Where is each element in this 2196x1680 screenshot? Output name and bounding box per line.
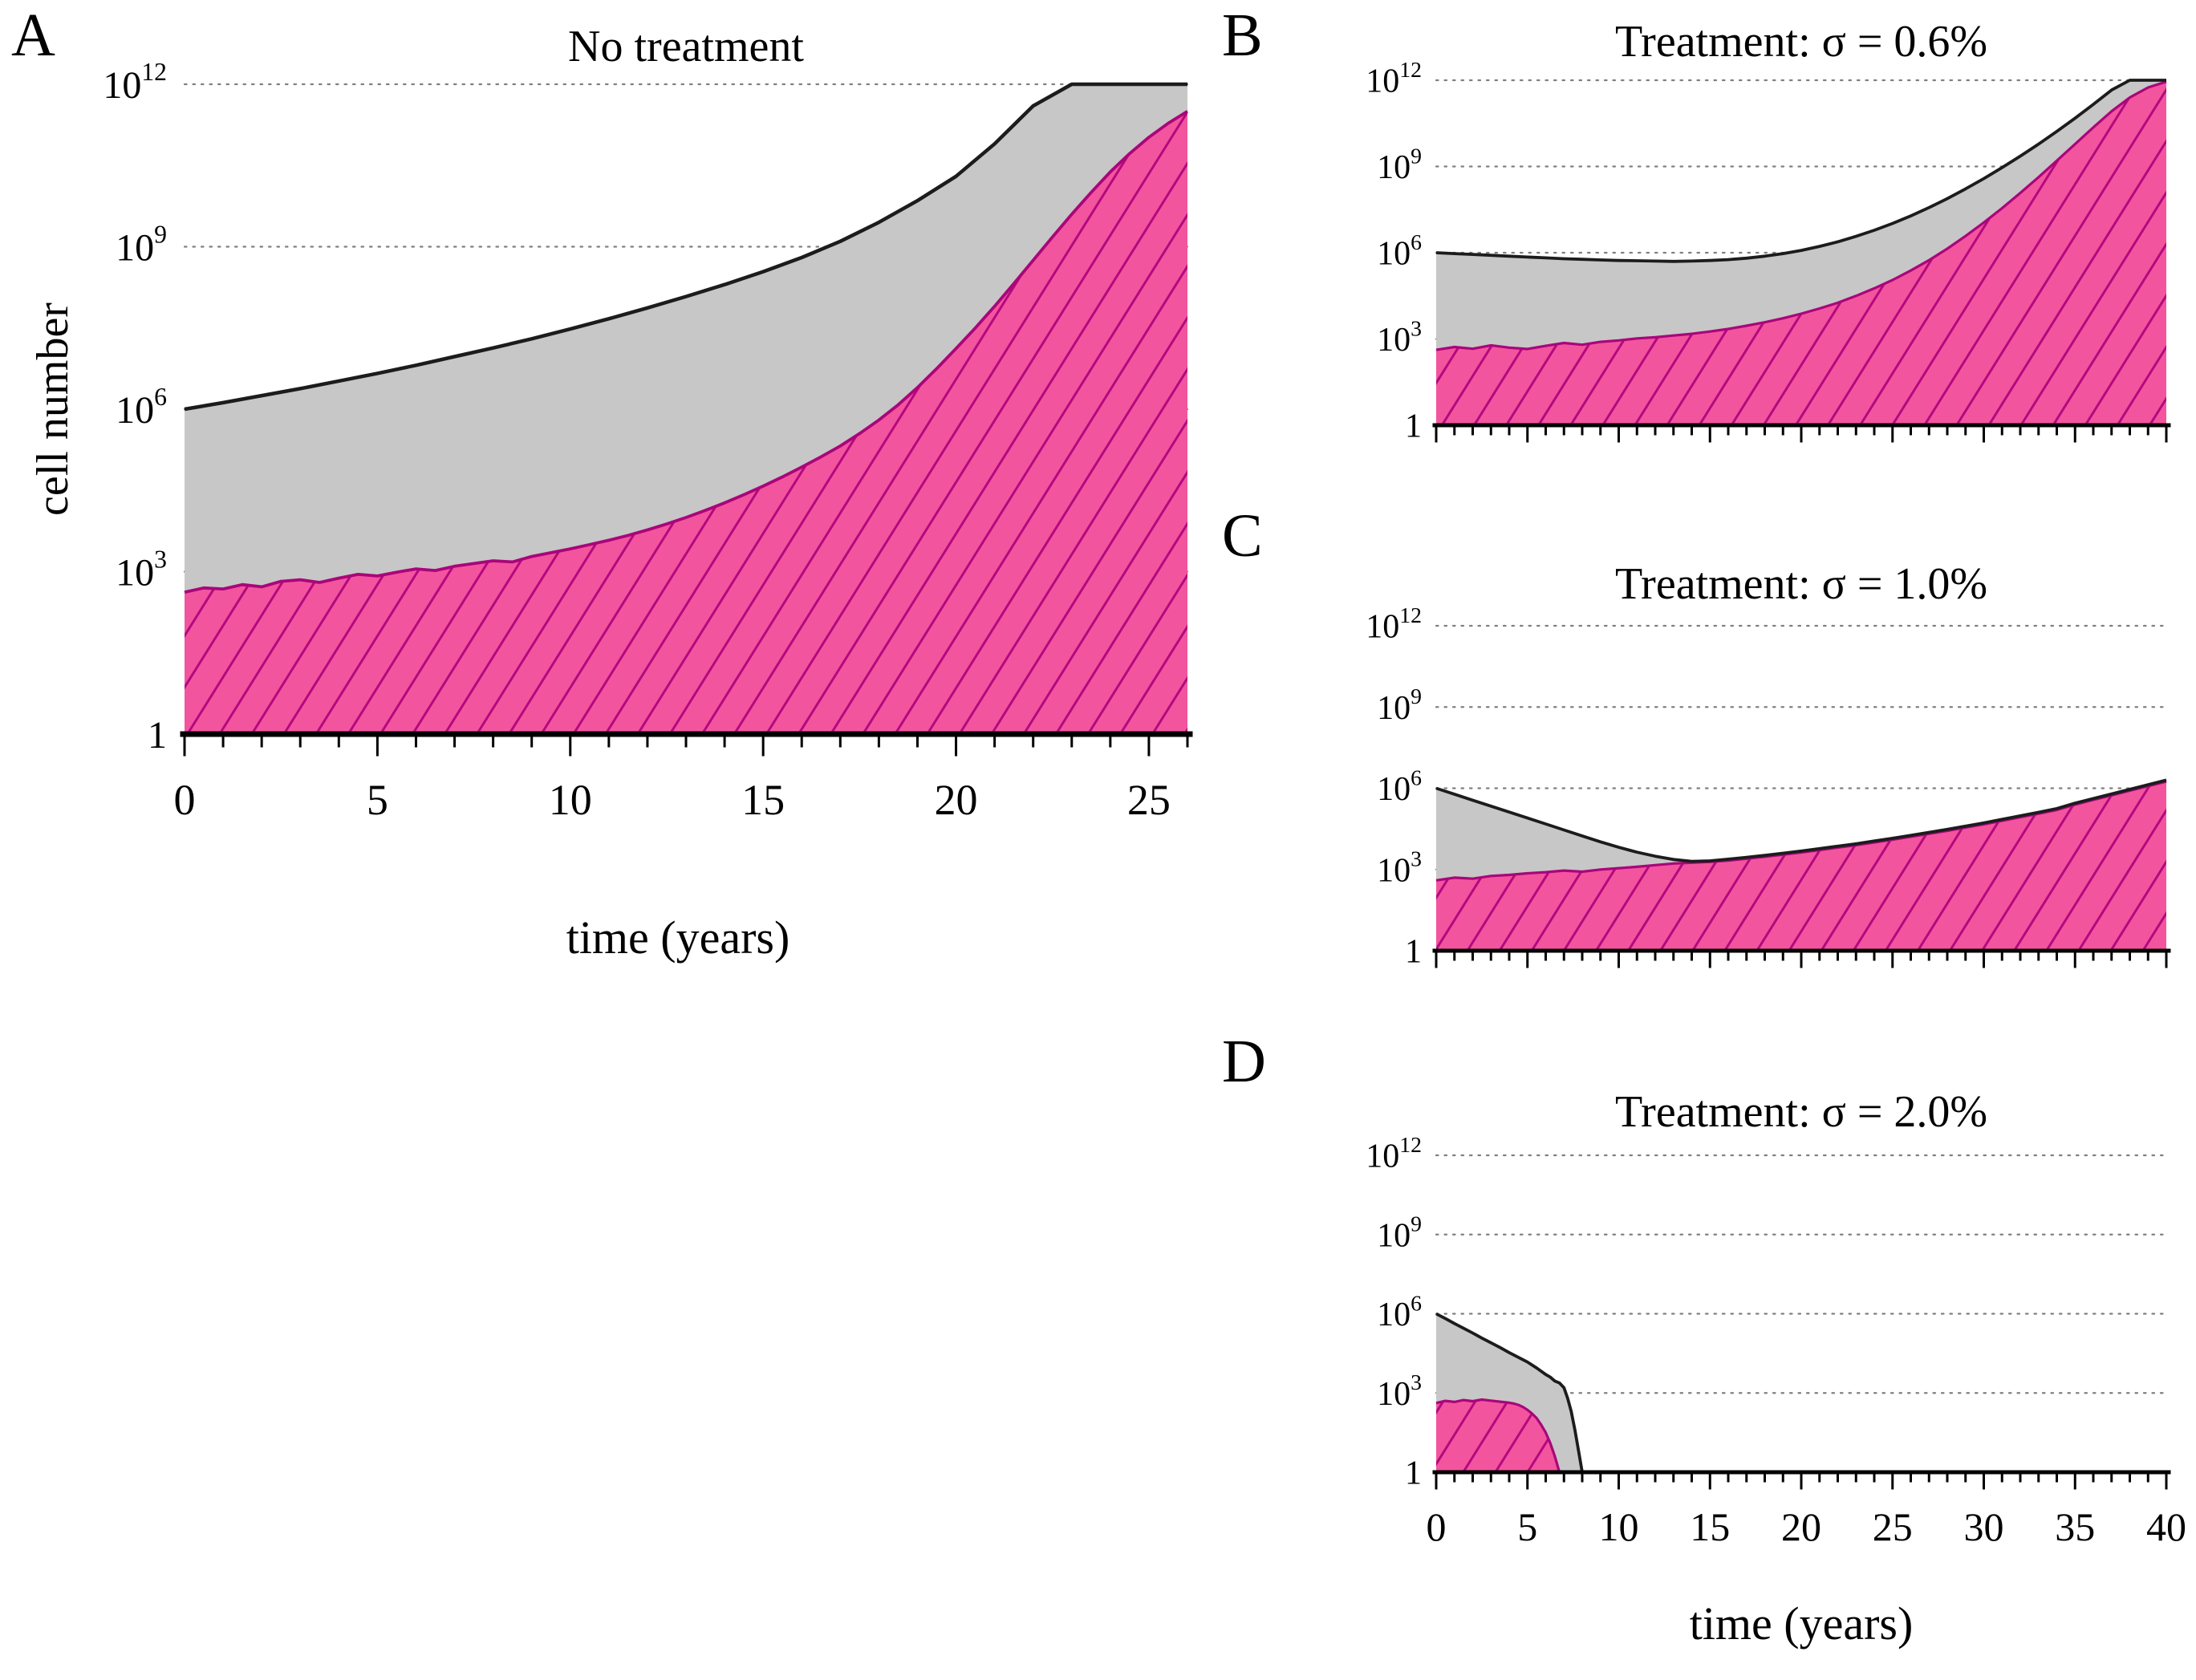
resistant-cells-area <box>1436 81 2166 426</box>
x-tick-label: 20 <box>935 776 978 824</box>
panel-label-A: A <box>11 2 55 69</box>
y-tick-label: 109 <box>116 221 167 270</box>
panel-D-title: Treatment: σ = 2.0% <box>1614 1087 1988 1137</box>
x-axis-label-right: time (years) <box>1689 1597 1914 1650</box>
y-tick-label: 1 <box>1405 408 1422 445</box>
y-tick-label: 103 <box>116 546 167 594</box>
total-cells-curve <box>1435 778 2167 863</box>
x-tick-label: 20 <box>1781 1504 1821 1549</box>
x-tick-label: 25 <box>1873 1504 1913 1549</box>
y-tick-label: 1012 <box>1366 1132 1422 1175</box>
y-axis-label: cell number <box>28 302 78 516</box>
total-cells-curve <box>184 82 1187 412</box>
panel-A-title: No treatment <box>568 22 804 71</box>
y-tick-label: 103 <box>1377 315 1422 359</box>
resistant-cells-curve <box>1435 80 2167 351</box>
panel-B-title: Treatment: σ = 0.6% <box>1614 17 1988 67</box>
panel-C-title: Treatment: σ = 1.0% <box>1614 559 1988 609</box>
x-tick-label: 40 <box>2146 1504 2186 1549</box>
panel-A-plot <box>184 82 1188 735</box>
x-tick-label: 10 <box>549 776 592 824</box>
panel-C-plot <box>1435 778 2167 951</box>
x-tick-label: 15 <box>1690 1504 1730 1549</box>
y-tick-label: 1012 <box>103 58 167 107</box>
x-tick-label: 30 <box>1964 1504 2004 1549</box>
y-tick-label: 1 <box>1405 1455 1422 1492</box>
resistant-cells-curve <box>1435 1398 1561 1473</box>
x-tick-label: 0 <box>174 776 196 824</box>
x-tick-label: 35 <box>2055 1504 2095 1549</box>
y-tick-label: 103 <box>1377 1370 1422 1413</box>
y-tick-label: 103 <box>1377 846 1422 890</box>
x-tick-label: 5 <box>1517 1504 1537 1549</box>
y-tick-label: 106 <box>1377 765 1422 808</box>
resistant-cells-curve <box>184 110 1188 594</box>
y-tick-label: 106 <box>1377 229 1422 273</box>
resistant-cells-area <box>185 111 1187 735</box>
x-axis-label-A: time (years) <box>566 911 790 964</box>
x-tick-label: 25 <box>1127 776 1171 824</box>
y-tick-label: 1 <box>148 714 167 757</box>
panel-B-plot <box>1435 79 2167 426</box>
x-tick-label: 15 <box>741 776 785 824</box>
y-tick-label: 1012 <box>1366 603 1422 646</box>
y-tick-label: 109 <box>1377 143 1422 186</box>
y-tick-label: 106 <box>1377 1290 1422 1333</box>
panel-label-C: C <box>1222 502 1263 570</box>
y-tick-label: 109 <box>1377 684 1422 727</box>
panel-label-B: B <box>1222 2 1263 69</box>
total-cells-curve <box>1435 79 2166 263</box>
y-tick-label: 1 <box>1405 934 1422 971</box>
y-tick-label: 109 <box>1377 1211 1422 1255</box>
x-tick-label: 5 <box>367 776 388 824</box>
y-tick-label: 1012 <box>1366 57 1422 100</box>
resistant-cells-area <box>1436 781 2166 951</box>
total-cells-curve <box>1435 1312 2166 1473</box>
resistant-cells-area <box>1436 1399 1560 1472</box>
panel-label-D: D <box>1222 1028 1266 1095</box>
y-tick-label: 106 <box>116 383 167 432</box>
panel-D-plot <box>1435 1312 2166 1473</box>
x-tick-label: 0 <box>1427 1504 1447 1549</box>
x-tick-label: 10 <box>1599 1504 1639 1549</box>
